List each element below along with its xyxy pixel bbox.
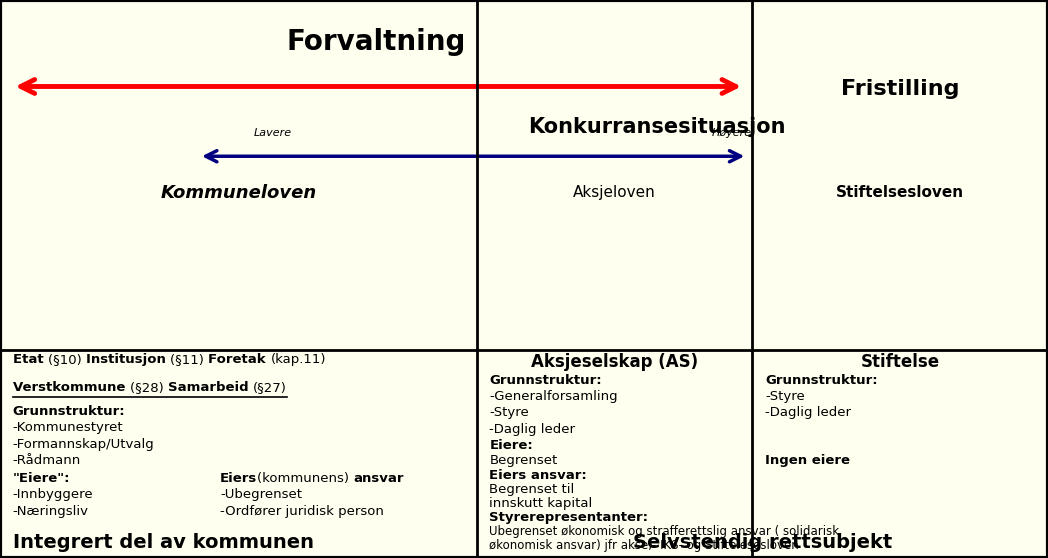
Text: Integrert del av kommunen: Integrert del av kommunen: [13, 533, 313, 552]
Text: (kommunens): (kommunens): [258, 472, 353, 485]
Text: Etat: Etat: [13, 353, 48, 367]
Text: økonomisk ansvar) jfr akse,- IKS- og Stiftelesesloven: økonomisk ansvar) jfr akse,- IKS- og Sti…: [489, 539, 800, 552]
Text: Styrerepresentanter:: Styrerepresentanter:: [489, 511, 649, 524]
Text: -Styre: -Styre: [489, 406, 529, 420]
Text: Grunnstruktur:: Grunnstruktur:: [13, 405, 125, 418]
Text: -Ubegrenset: -Ubegrenset: [220, 488, 302, 502]
Text: Ingen eiere: Ingen eiere: [765, 454, 850, 467]
Text: -Rådmann: -Rådmann: [13, 454, 81, 467]
Text: Eiers: Eiers: [220, 472, 258, 485]
Text: Verstkommune: Verstkommune: [13, 381, 130, 395]
Text: Grunnstruktur:: Grunnstruktur:: [765, 374, 877, 387]
Text: -Næringsliv: -Næringsliv: [13, 504, 89, 518]
Text: Institusjon: Institusjon: [86, 353, 171, 367]
Text: Aksjeselskap (AS): Aksjeselskap (AS): [531, 353, 698, 371]
Text: Samarbeid: Samarbeid: [168, 381, 253, 395]
Text: Konkurransesituasjon: Konkurransesituasjon: [528, 117, 785, 137]
Text: -Innbyggere: -Innbyggere: [13, 488, 93, 502]
Text: ansvar: ansvar: [353, 472, 405, 485]
Text: (§10): (§10): [48, 353, 86, 367]
Text: Selvstendig rettsubjekt: Selvstendig rettsubjekt: [633, 533, 892, 552]
Text: -Daglig leder: -Daglig leder: [765, 406, 851, 420]
Text: -Ordfører juridisk person: -Ordfører juridisk person: [220, 504, 384, 518]
Text: Kommuneloven: Kommuneloven: [160, 184, 316, 201]
Text: Stiftelsesloven: Stiftelsesloven: [836, 185, 964, 200]
Text: Begrenset: Begrenset: [489, 454, 558, 467]
Text: Stiftelse: Stiftelse: [860, 353, 940, 371]
Text: -Styre: -Styre: [765, 390, 805, 403]
Text: Fristilling: Fristilling: [840, 79, 960, 99]
Text: (kap.11): (kap.11): [270, 353, 326, 367]
Text: innskutt kapital: innskutt kapital: [489, 497, 593, 510]
Text: -Daglig leder: -Daglig leder: [489, 422, 575, 436]
Text: "Eiere":: "Eiere":: [13, 472, 70, 485]
Text: (§11): (§11): [171, 353, 209, 367]
Text: Grunnstruktur:: Grunnstruktur:: [489, 374, 602, 387]
Text: Høyere: Høyere: [712, 128, 751, 138]
Text: -Kommunestyret: -Kommunestyret: [13, 421, 124, 435]
Text: Eiere:: Eiere:: [489, 439, 533, 452]
Text: (§28): (§28): [130, 381, 168, 395]
Text: Begrenset til: Begrenset til: [489, 483, 574, 497]
Text: Foretak: Foretak: [209, 353, 270, 367]
Text: Forvaltning: Forvaltning: [286, 28, 466, 56]
Text: Lavere: Lavere: [254, 128, 291, 138]
Text: Eiers ansvar:: Eiers ansvar:: [489, 469, 587, 482]
Text: Aksjeloven: Aksjeloven: [573, 185, 656, 200]
Text: (§27): (§27): [253, 381, 287, 395]
Text: -Generalforsamling: -Generalforsamling: [489, 390, 618, 403]
Text: -Formannskap/Utvalg: -Formannskap/Utvalg: [13, 437, 154, 451]
Text: Ubegrenset økonomisk og strafferettslig ansvar ( solidarisk: Ubegrenset økonomisk og strafferettslig …: [489, 525, 839, 538]
